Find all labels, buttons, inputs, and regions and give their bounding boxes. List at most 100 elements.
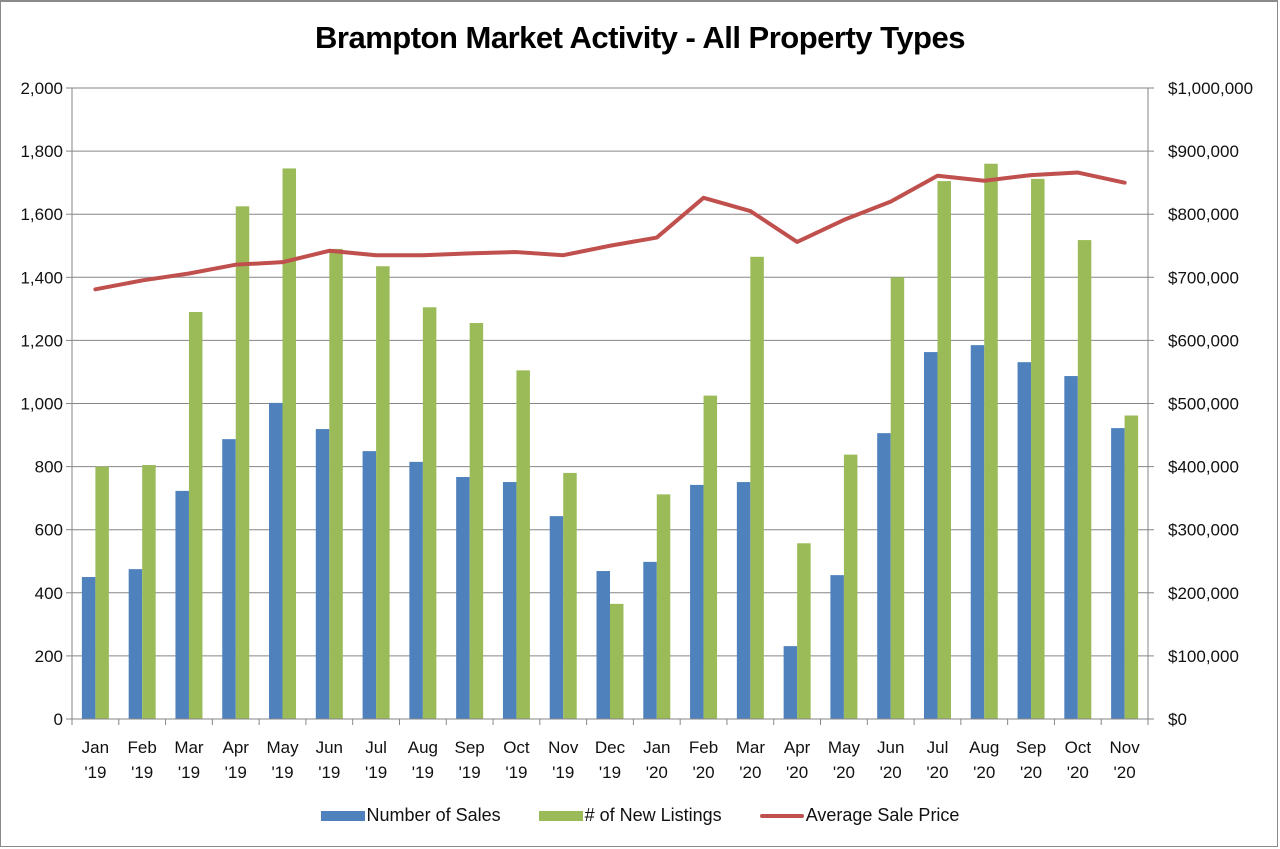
x-tick-label: '20	[1020, 763, 1042, 782]
x-tick-label: '20	[880, 763, 902, 782]
bar-new-listings	[1124, 415, 1139, 719]
gridlines	[72, 87, 1148, 657]
x-tick-label: Oct	[1065, 738, 1092, 757]
x-tick-label: '20	[833, 763, 855, 782]
legend-swatch-price	[759, 813, 804, 818]
legend-label: Number of Sales	[366, 805, 501, 825]
x-tick-label: '19	[178, 763, 200, 782]
bar-new-listings	[422, 307, 437, 719]
y2-tick-label: $700,000	[1168, 268, 1239, 287]
y2-tick-label: $500,000	[1168, 395, 1239, 414]
x-tick-label: Sep	[455, 738, 485, 757]
bar-number-of-sales	[970, 345, 985, 719]
x-tick-label: Nov	[548, 738, 579, 757]
bar-new-listings	[469, 323, 484, 719]
x-tick-label: '19	[84, 763, 106, 782]
bar-new-listings	[282, 168, 297, 719]
x-tick-label: Feb	[128, 738, 157, 757]
y2-tick-label: $0	[1168, 710, 1187, 729]
x-tick-label: '19	[271, 763, 293, 782]
bar-new-listings	[95, 466, 109, 719]
x-tick-label: '19	[318, 763, 340, 782]
y-tick-label: 2,000	[20, 79, 63, 98]
x-tick-label: '19	[412, 763, 434, 782]
x-tick-label: Oct	[503, 738, 530, 757]
y-axis-right: $0 $100,000 $200,000 $300,000 $400,000 $500,0…	[1168, 79, 1253, 729]
bar-new-listings	[610, 603, 624, 719]
x-tick-label: '20	[786, 763, 808, 782]
bar-number-of-sales	[362, 451, 377, 719]
bar-new-listings	[235, 206, 250, 719]
x-tick-label: Apr	[784, 738, 811, 757]
bar-new-listings	[329, 248, 343, 719]
legend-label: Average Sale Price	[805, 805, 960, 825]
x-tick-label: Jan	[82, 738, 109, 757]
bar-new-listings	[984, 163, 998, 720]
bar-new-listings	[797, 543, 811, 719]
x-tick-label: '19	[599, 763, 621, 782]
chart-title: Brampton Market Activity - All Property …	[315, 20, 965, 55]
y-tick-label: 0	[54, 710, 63, 729]
bar-number-of-sales	[830, 575, 844, 719]
bar-number-of-sales	[877, 433, 891, 719]
y-tick-label: 200	[35, 647, 63, 666]
bar-number-of-sales	[549, 516, 564, 719]
y2-tick-label: $400,000	[1168, 458, 1239, 477]
bar-new-listings	[563, 472, 577, 719]
y-tick-label: 1,000	[20, 395, 63, 414]
bar-new-listings	[890, 277, 905, 719]
x-tick-label: May	[828, 738, 861, 757]
legend-item-price: Average Sale Price	[759, 805, 960, 826]
y2-tick-label: $300,000	[1168, 521, 1239, 540]
x-tick-label: Jul	[365, 738, 387, 757]
bar-new-listings	[703, 395, 718, 719]
x-tick-label: '20	[739, 763, 761, 782]
y-tick-label: 800	[35, 458, 63, 477]
x-tick-label: Aug	[408, 738, 438, 757]
x-tick-label: '19	[225, 763, 247, 782]
x-tick-label: Feb	[689, 738, 718, 757]
bar-new-listings	[937, 181, 951, 719]
bar-number-of-sales	[128, 569, 143, 719]
bar-new-listings	[376, 266, 390, 719]
axes	[66, 87, 1154, 725]
y2-tick-label: $1,000,000	[1168, 79, 1253, 98]
x-tick-label: Jun	[877, 738, 904, 757]
y-tick-label: 600	[35, 521, 63, 540]
legend-label: # of New Listings	[584, 805, 722, 825]
y-tick-label: 400	[35, 584, 63, 603]
x-tick-label: '19	[459, 763, 481, 782]
x-tick-label: Jun	[316, 738, 343, 757]
y2-tick-label: $600,000	[1168, 331, 1239, 350]
bar-new-listings	[843, 454, 858, 719]
line-average-sale-price	[93, 170, 1127, 292]
x-tick-label: Nov	[1109, 738, 1140, 757]
bar-number-of-sales	[315, 429, 330, 719]
bar-number-of-sales	[783, 646, 798, 719]
bar-new-listings	[656, 494, 671, 719]
x-tick-label: '20	[926, 763, 948, 782]
x-axis: Jan '19 Feb '19 Mar '19 Apr '19 May '19 Jun '19 Jul '…	[82, 738, 1141, 782]
x-tick-label: '19	[131, 763, 153, 782]
y2-tick-label: $100,000	[1168, 647, 1239, 666]
legend-swatch-sales	[320, 810, 365, 821]
bar-new-listings	[142, 465, 156, 719]
y2-tick-label: $800,000	[1168, 205, 1239, 224]
y-tick-label: 1,600	[20, 205, 63, 224]
bar-number-of-sales	[81, 577, 96, 719]
x-tick-label: '20	[973, 763, 995, 782]
y2-tick-label: $900,000	[1168, 142, 1239, 161]
legend-item-sales: Number of Sales	[320, 805, 501, 826]
y-tick-label: 1,800	[20, 142, 63, 161]
x-tick-label: '20	[1067, 763, 1089, 782]
legend-item-listings: # of New Listings	[538, 805, 722, 826]
y-tick-label: 1,200	[20, 331, 63, 350]
bar-new-listings	[750, 256, 764, 719]
y2-tick-label: $200,000	[1168, 584, 1239, 603]
x-tick-label: Apr	[223, 738, 250, 757]
x-tick-label: '20	[1114, 763, 1136, 782]
x-tick-label: Aug	[969, 738, 999, 757]
bar-number-of-sales	[456, 477, 470, 719]
